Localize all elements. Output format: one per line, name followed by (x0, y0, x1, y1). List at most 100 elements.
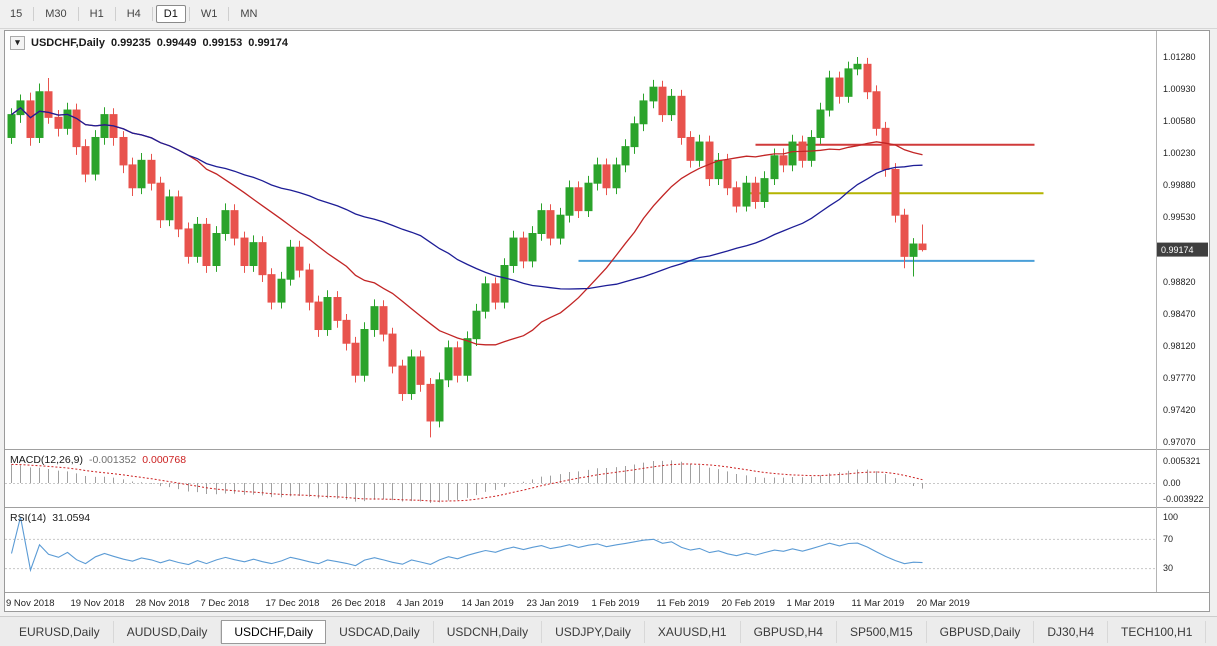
candle-body (872, 91, 881, 129)
candle-body (686, 136, 695, 161)
candle-body (602, 164, 611, 189)
candle-body (500, 265, 509, 303)
candle-body (463, 338, 472, 376)
toolbar-separator (114, 7, 116, 21)
candle-body (174, 196, 183, 230)
candle-body (900, 214, 909, 257)
timeframe-button-h4[interactable]: H4 (126, 8, 141, 20)
candle-body (7, 114, 16, 138)
rsi-axis-label: 30 (1163, 563, 1173, 573)
chart-tab-xauusd-h1[interactable]: XAUUSD,H1 (645, 620, 741, 643)
timeframe-button-15[interactable]: 15 (10, 8, 23, 20)
candle-body (714, 159, 723, 180)
chart-tab-usdcnh-daily[interactable]: USDCNH,Daily (434, 620, 543, 643)
candle-body (472, 310, 481, 340)
timeframe-toolbar: 15 M30 H1 H4 D1 W1 MN (0, 0, 1217, 29)
macd-main-value: -0.001352 (88, 454, 137, 466)
candle-body (695, 141, 704, 161)
macd-label: MACD(12,26,9) (10, 454, 83, 466)
chart-tab-usdjpy-daily[interactable]: USDJPY,Daily (542, 620, 645, 643)
candle-body (240, 237, 249, 267)
rsi-label: RSI(14) (10, 512, 47, 524)
timeframe-button-d1[interactable]: D1 (155, 5, 186, 23)
candle-body (807, 136, 816, 161)
macd-axis-label: 0.00 (1163, 478, 1181, 488)
timeframe-button-mn[interactable]: MN (240, 8, 258, 20)
chart-tab-sp500-m15[interactable]: SP500,M15 (837, 620, 927, 643)
candle-body (333, 297, 342, 321)
timeframe-button-h1[interactable]: H1 (89, 8, 104, 20)
rsi-panel[interactable]: 100 70 30 (5, 512, 1178, 573)
date-axis-label: 20 Feb 2019 (722, 598, 775, 609)
candle-body (147, 159, 156, 184)
chart-tab-u[interactable]: U (1206, 621, 1217, 643)
date-axis-label: 4 Jan 2019 (397, 598, 444, 609)
candle-body (267, 274, 276, 303)
date-axis-label: 17 Dec 2018 (266, 598, 320, 609)
candle-body (639, 100, 648, 125)
macd-panel[interactable]: 0.005321 0.00 -0.003922 (5, 456, 1204, 504)
price-axis-label: 0.97070 (1163, 437, 1196, 447)
rsi-axis-label: 100 (1163, 512, 1178, 522)
candle-body (918, 243, 927, 251)
candle-body (230, 210, 239, 239)
candle-body (63, 109, 72, 129)
candle-body (193, 223, 202, 257)
rsi-axis-label: 70 (1163, 534, 1173, 544)
price-axis-label: 0.99880 (1163, 180, 1196, 190)
candle-body (156, 182, 165, 221)
moving-averages (11, 106, 923, 346)
date-axis[interactable]: 9 Nov 2018 19 Nov 2018 28 Nov 2018 7 Dec 20… (6, 598, 970, 609)
chart-tab-gbpusd-daily[interactable]: GBPUSD,Daily (927, 620, 1035, 643)
date-axis-label: 11 Mar 2019 (852, 598, 905, 609)
candle-body (221, 210, 230, 234)
candle-body (574, 187, 583, 212)
date-axis-label: 14 Jan 2019 (462, 598, 514, 609)
chart-ohlc-header: ▾ USDCHF,Daily 0.99235 0.99449 0.99153 0… (10, 36, 288, 50)
chart-symbol-label: USDCHF,Daily (31, 37, 105, 49)
candle-body (342, 319, 351, 344)
timeframe-button-w1[interactable]: W1 (200, 8, 218, 20)
toolbar-separator (228, 7, 230, 21)
price-axis-label: 0.99530 (1163, 212, 1196, 222)
candle-body (435, 379, 444, 422)
candle-body (305, 269, 314, 303)
candle-body (779, 155, 788, 166)
candle-body (491, 283, 500, 303)
chart-tab-usdchf-daily[interactable]: USDCHF,Daily (221, 619, 327, 644)
candle-body (584, 182, 593, 212)
candle-body (100, 114, 109, 138)
symbol-dropdown-icon[interactable]: ▾ (10, 36, 25, 50)
candle-body (91, 136, 100, 175)
candles[interactable] (7, 57, 927, 438)
date-axis-label: 23 Jan 2019 (527, 598, 579, 609)
chart-tab-tech100-h1[interactable]: TECH100,H1 (1108, 620, 1207, 643)
date-axis-label: 20 Mar 2019 (917, 598, 970, 609)
timeframe-button-m30[interactable]: M30 (45, 8, 67, 20)
chart-tab-eurusd-daily[interactable]: EURUSD,Daily (6, 620, 114, 643)
candle-body (760, 178, 769, 202)
ma-fast-line (11, 106, 923, 346)
candle-body (295, 246, 304, 271)
last-price-badge: 0.99174 (1157, 242, 1208, 257)
price-scale[interactable]: 1.01280 1.00930 1.00580 1.00230 0.99880 0.995… (1163, 52, 1196, 447)
chart-tab-gbpusd-h4[interactable]: GBPUSD,H4 (741, 620, 837, 643)
candle-body (165, 196, 174, 221)
ohlc-high-value: 0.99449 (156, 37, 197, 49)
chart-tab-dj30-h4[interactable]: DJ30,H4 (1034, 620, 1109, 643)
price-chart-canvas[interactable]: 1.01280 1.00930 1.00580 1.00230 0.99880 0.995… (5, 31, 1209, 611)
date-axis-label: 1 Mar 2019 (787, 598, 835, 609)
chart-window: 1.01280 1.00930 1.00580 1.00230 0.99880 0.995… (4, 30, 1210, 612)
price-axis-label: 1.00230 (1163, 148, 1196, 158)
candle-body (770, 155, 779, 180)
date-axis-label: 9 Nov 2018 (6, 598, 55, 609)
candle-body (54, 116, 63, 129)
candle-body (72, 109, 81, 148)
date-axis-label: 26 Dec 2018 (332, 598, 386, 609)
chart-tab-usdcad-daily[interactable]: USDCAD,Daily (326, 620, 434, 643)
chart-tab-audusd-daily[interactable]: AUDUSD,Daily (114, 620, 222, 643)
price-axis-label: 1.01280 (1163, 52, 1196, 62)
candle-body (407, 356, 416, 395)
candle-body (286, 246, 295, 280)
candle-body (26, 100, 35, 138)
